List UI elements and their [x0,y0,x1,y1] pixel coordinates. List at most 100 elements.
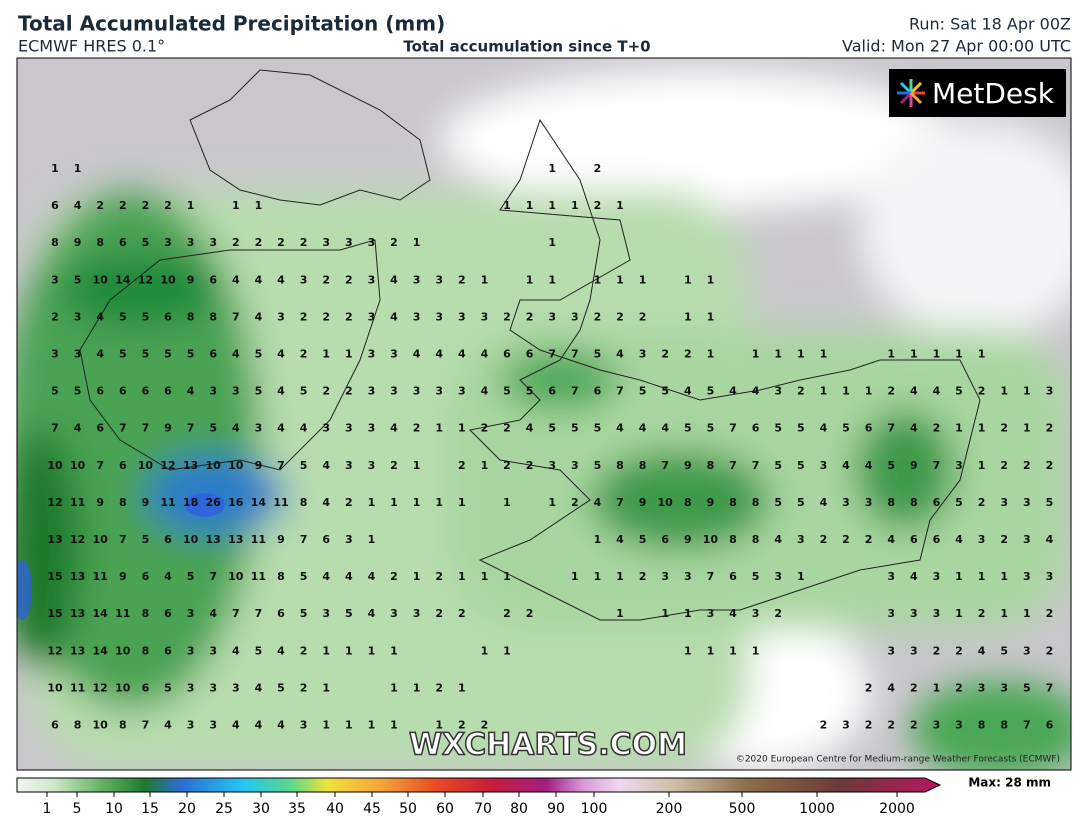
grid-value: 2 [978,496,986,509]
grid-value: 8 [639,459,647,472]
grid-value: 11 [273,496,288,509]
grid-value: 2 [526,459,534,472]
grid-value: 5 [797,496,805,509]
grid-value: 3 [187,607,195,620]
grid-value: 5 [255,385,263,398]
grid-value: 1 [548,162,556,175]
grid-value: 3 [887,570,895,583]
grid-value: 3 [300,719,308,732]
grid-value: 1 [684,607,692,620]
grid-value: 1 [413,236,421,249]
grid-value: 1 [684,273,692,286]
valid: Valid: Mon 27 Apr 00:00 UTC [842,37,1071,56]
grid-value: 2 [51,310,59,323]
grid-value: 3 [209,644,217,657]
grid-value: 6 [96,422,104,435]
grid-value: 1 [865,385,873,398]
grid-value: 10 [206,459,222,472]
colorbar-label: 100 [581,801,608,817]
grid-value: 4 [255,719,263,732]
grid-value: 2 [955,644,963,657]
grid-value: 4 [209,607,217,620]
grid-value: 10 [703,533,719,546]
grid-value: 1 [571,199,579,212]
grid-value: 3 [164,236,172,249]
grid-value: 2 [413,422,421,435]
grid-value: 3 [368,459,376,472]
grid-value: 1 [616,199,624,212]
grid-value: 3 [209,681,217,694]
grid-value: 4 [978,644,986,657]
grid-value: 4 [277,644,285,657]
grid-value: 1 [955,570,963,583]
grid-value: 5 [187,570,195,583]
grid-value: 3 [548,310,556,323]
grid-value: 2 [345,310,353,323]
grid-value: 3 [187,719,195,732]
grid-value: 5 [255,348,263,361]
grid-value: 3 [300,273,308,286]
grid-value: 8 [142,644,150,657]
grid-value: 6 [142,385,150,398]
grid-value: 12 [47,496,62,509]
grid-value: 3 [955,459,963,472]
grid-value: 3 [435,310,443,323]
grid-value: 6 [1046,719,1054,732]
grid-value: 5 [774,459,782,472]
grid-value: 1 [571,570,579,583]
grid-value: 4 [390,422,398,435]
grid-value: 4 [368,570,376,583]
grid-value: 2 [887,385,895,398]
grid-value: 1 [548,236,556,249]
grid-value: 4 [232,348,240,361]
grid-value: 6 [119,385,127,398]
grid-value: 1 [413,570,421,583]
grid-value: 2 [684,348,692,361]
grid-value: 3 [1023,570,1031,583]
grid-value: 13 [70,607,85,620]
grid-value: 7 [887,422,895,435]
grid-value: 11 [160,496,175,509]
grid-value: 2 [774,607,782,620]
grid-value: 3 [345,236,353,249]
grid-value: 4 [255,310,263,323]
grid-value: 3 [209,385,217,398]
grid-value: 8 [707,459,715,472]
grid-value: 3 [322,422,330,435]
grid-value: 3 [1023,496,1031,509]
grid-value: 1 [594,273,602,286]
grid-value: 4 [345,570,353,583]
value-grid: 1 1 1 26 4 2 2 2 2 1 1 1 1 1 1 1 2 18 9 8 6 5 3 3 3 2 2 2 2 3 3 3 2 1 13 5 1… [47,162,1053,732]
grid-value: 8 [752,533,760,546]
grid-value: 6 [661,533,669,546]
colorbar-label: 5 [73,801,82,817]
grid-value: 8 [187,310,195,323]
grid-value: 3 [865,496,873,509]
grid-value: 10 [93,273,109,286]
grid-value: 1 [322,348,330,361]
grid-value: 10 [183,533,199,546]
grid-value: 2 [1046,459,1054,472]
grid-value: 4 [729,607,737,620]
grid-value: 6 [910,533,918,546]
grid-value: 5 [955,496,963,509]
copyright: ©2020 European Centre for Medium-range W… [736,755,1060,765]
grid-value: 3 [187,644,195,657]
grid-value: 6 [119,236,127,249]
map [17,58,1071,770]
grid-value: 2 [503,310,511,323]
grid-value: 5 [1000,644,1008,657]
grid-value: 4 [910,385,918,398]
grid-value: 1 [526,273,534,286]
grid-value: 1 [503,199,511,212]
grid-value: 7 [277,459,285,472]
grid-value: 15 [47,607,62,620]
grid-value: 6 [729,570,737,583]
grid-value: 2 [594,199,602,212]
grid-value: 9 [119,570,127,583]
grid-value: 7 [119,533,127,546]
grid-value: 3 [187,681,195,694]
grid-value: 5 [752,570,760,583]
grid-value: 9 [142,496,150,509]
